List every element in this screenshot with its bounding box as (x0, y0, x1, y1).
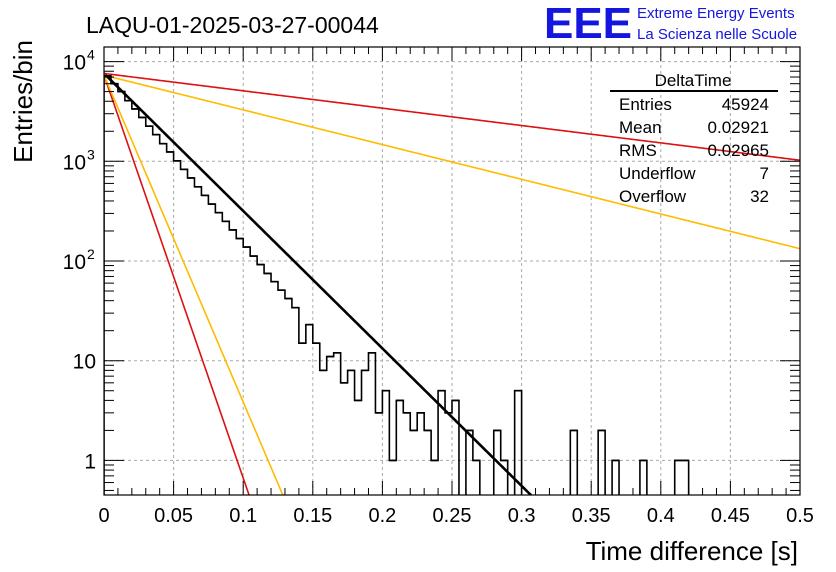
x-tick-label: 0.05 (154, 505, 193, 527)
stats-rows: Entries 45924 Mean 0.02921 RMS 0.02965 Underfl… (619, 95, 769, 206)
curves (104, 72, 800, 495)
y-axis-label: Entries/bin (8, 40, 38, 163)
y-tick-exponent: 4 (87, 47, 95, 63)
org-line-2: La Scienza nelle Scuole (637, 26, 797, 43)
curve-orange-steep (104, 74, 284, 495)
x-tick-label: 0.35 (572, 505, 611, 527)
y-tick-label: 10 (73, 351, 96, 374)
y-tick-exponent: 2 (87, 246, 95, 262)
y-tick-label: 10 (63, 251, 86, 274)
x-tick-label: 0.5 (786, 505, 814, 527)
curve-orange-shallow (104, 74, 800, 250)
stats-box: DeltaTime Entries 45924 Mean 0.02921 RMS 0.02… (610, 71, 778, 206)
histogram (104, 74, 690, 495)
stats-label: RMS (619, 141, 657, 160)
grid-lines (104, 47, 800, 495)
stats-title: DeltaTime (655, 71, 732, 90)
y-tick-label: 10 (63, 52, 86, 75)
x-tick-label: 0 (98, 505, 109, 527)
stats-label: Overflow (619, 187, 687, 206)
x-tick-labels: 0 0.05 0.1 0.15 0.2 0.25 0.3 0.35 0.4 0.45 0.5 (98, 505, 813, 527)
y-tick-label: 10 (63, 151, 86, 174)
y-tick-label: 1 (84, 450, 96, 473)
x-tick-label: 0.15 (293, 505, 332, 527)
run-title: LAQU-01-2025-03-27-00044 (86, 12, 379, 38)
org-line-1: Extreme Energy Events (637, 5, 795, 22)
curve-exponential-fit (104, 72, 533, 495)
stats-value: 45924 (722, 95, 769, 114)
curve-red-shallow (104, 72, 800, 162)
stats-value: 32 (750, 187, 769, 206)
y-tick-exponent: 3 (87, 146, 95, 162)
x-tick-label: 0.4 (647, 505, 675, 527)
x-tick-label: 0.25 (433, 505, 472, 527)
stats-label: Entries (619, 95, 672, 114)
stats-label: Mean (619, 118, 662, 137)
stats-label: Underflow (619, 164, 696, 183)
x-axis-label: Time difference [s] (586, 536, 798, 566)
x-tick-label: 0.1 (229, 505, 257, 527)
stats-value: 0.02921 (708, 118, 769, 137)
stats-value: 0.02965 (708, 141, 769, 160)
eee-logo: EEE (544, 0, 632, 48)
x-tick-label: 0.2 (368, 505, 396, 527)
x-tick-label: 0.45 (711, 505, 750, 527)
curve-red-steep (104, 74, 250, 495)
x-tick-label: 0.3 (508, 505, 536, 527)
stats-value: 7 (760, 164, 769, 183)
axis-ticks (103, 47, 801, 495)
